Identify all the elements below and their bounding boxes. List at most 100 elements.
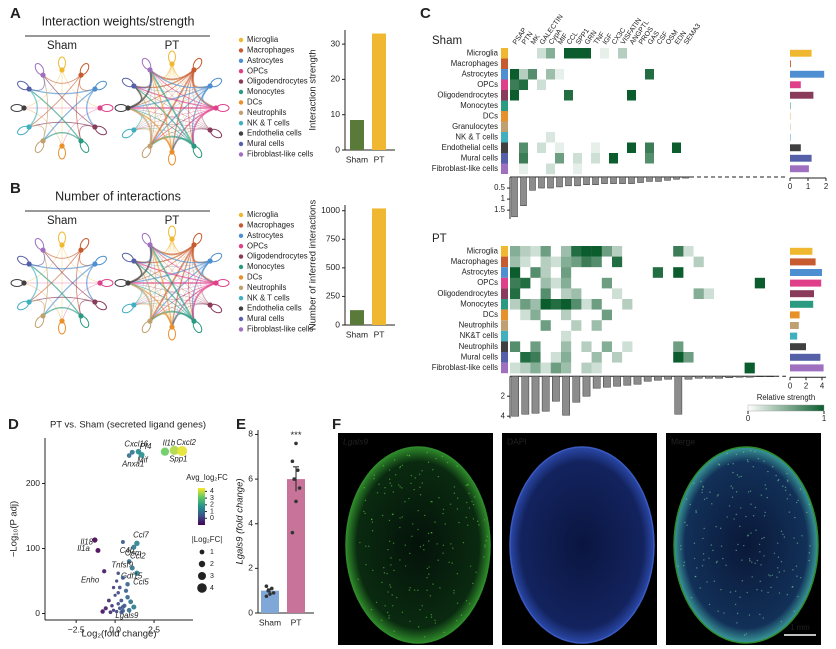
heatmap-cell bbox=[555, 121, 565, 133]
size-key-label: 3 bbox=[210, 573, 214, 580]
heatmap-cell bbox=[520, 288, 531, 300]
row-color bbox=[501, 288, 508, 299]
legend-label: Macrophages bbox=[247, 45, 294, 54]
heatmap-cell bbox=[672, 121, 682, 133]
heatmap-cell bbox=[645, 163, 655, 175]
heatmap-cell bbox=[571, 320, 582, 331]
self-loop bbox=[216, 104, 230, 112]
point-label: Gdf15 bbox=[121, 571, 143, 580]
heatmap-cell bbox=[528, 79, 538, 91]
heatmap-cell bbox=[601, 352, 613, 363]
heatmap-cell bbox=[683, 330, 694, 342]
signal-speck bbox=[373, 478, 375, 480]
heatmap-cell bbox=[546, 48, 556, 59]
row-color bbox=[501, 246, 508, 257]
signal-speck bbox=[422, 544, 425, 546]
heatmap-cell bbox=[591, 121, 601, 133]
y-tick-label: 0 bbox=[335, 319, 340, 329]
signal-speck bbox=[702, 485, 704, 487]
heatmap-cell bbox=[683, 352, 694, 363]
heatmap-cell bbox=[636, 121, 646, 133]
heatmap-cell bbox=[663, 79, 673, 91]
legend-label: Monocytes bbox=[247, 87, 285, 96]
heatmap-cell bbox=[652, 309, 664, 321]
signal-speck bbox=[735, 491, 738, 493]
signal-speck bbox=[792, 585, 794, 588]
signal-speck bbox=[389, 584, 391, 586]
heatmap-cell bbox=[703, 309, 715, 321]
heatmap-cell bbox=[663, 309, 674, 321]
network-edge bbox=[42, 307, 82, 317]
colorbar-tick-label: 0 bbox=[746, 414, 751, 423]
channel-label: Merge bbox=[671, 436, 695, 446]
size-legend-title: |Log₂FC| bbox=[192, 535, 222, 544]
signal-speck bbox=[736, 612, 739, 615]
heatmap-cell bbox=[550, 299, 562, 310]
signal-speck bbox=[421, 605, 423, 607]
signal-speck bbox=[381, 514, 384, 517]
heatmap-cell bbox=[600, 153, 610, 164]
heatmap-cell bbox=[654, 100, 664, 112]
signal-speck bbox=[365, 545, 367, 547]
heatmap-cell bbox=[645, 69, 655, 80]
row-total-bar bbox=[790, 332, 798, 340]
legend-swatch bbox=[238, 285, 244, 290]
signal-speck bbox=[746, 459, 749, 461]
heatmap-cell bbox=[546, 58, 556, 70]
column-total-bar bbox=[521, 375, 530, 415]
heatmap-cell bbox=[581, 320, 592, 331]
signal-speck bbox=[392, 542, 395, 544]
colorbar-label: Relative strength bbox=[757, 393, 816, 402]
column-total-bar bbox=[745, 375, 754, 378]
signal-speck bbox=[780, 530, 783, 533]
heatmap-cell bbox=[519, 48, 529, 59]
self-loop bbox=[168, 327, 176, 341]
heatmap-cell bbox=[591, 277, 602, 289]
signal-speck bbox=[722, 557, 724, 560]
signal-speck bbox=[703, 559, 705, 561]
signal-speck bbox=[486, 535, 489, 537]
signal-speck bbox=[388, 519, 391, 522]
heatmap-cell bbox=[601, 330, 613, 342]
heatmap-cell bbox=[622, 352, 633, 363]
y-tick-label: 250 bbox=[326, 291, 340, 301]
signal-speck bbox=[760, 494, 763, 496]
heatmap-cell bbox=[754, 288, 766, 300]
signal-speck bbox=[419, 494, 422, 496]
heatmap-cell bbox=[591, 132, 601, 143]
heatmap-cell bbox=[540, 320, 551, 331]
row-total-bar bbox=[790, 165, 809, 173]
signal-speck bbox=[748, 558, 751, 560]
signal-speck bbox=[752, 515, 755, 517]
point bbox=[123, 588, 129, 593]
signal-speck bbox=[739, 525, 741, 528]
column-total-bar bbox=[664, 176, 671, 181]
heatmap-cell bbox=[703, 352, 715, 363]
heatmap-cell bbox=[654, 132, 664, 143]
network-edge bbox=[127, 282, 142, 306]
heatmap-cell bbox=[601, 309, 613, 321]
data-point bbox=[292, 477, 297, 481]
signal-speck bbox=[689, 503, 691, 506]
heatmap-cell bbox=[627, 142, 637, 154]
signal-speck bbox=[401, 516, 403, 518]
signal-speck bbox=[389, 482, 391, 484]
point bbox=[119, 598, 124, 603]
column-total-bar bbox=[664, 375, 672, 380]
heatmap-cell bbox=[609, 90, 619, 101]
heatmap-cell bbox=[683, 256, 694, 268]
network-edge bbox=[42, 74, 82, 84]
row-label: Microglia bbox=[467, 246, 499, 255]
signal-speck bbox=[685, 498, 688, 500]
heatmap-cell bbox=[663, 288, 674, 300]
heatmap-cell bbox=[510, 153, 520, 164]
heatmap-cell bbox=[561, 330, 572, 342]
heatmap-cell bbox=[581, 246, 592, 257]
heatmap-cell bbox=[510, 352, 521, 363]
row-total-bar bbox=[790, 311, 800, 319]
heatmap-cell bbox=[550, 246, 562, 257]
signal-speck bbox=[383, 572, 386, 574]
network-edge bbox=[42, 263, 96, 317]
legend-swatch bbox=[238, 212, 244, 218]
signal-speck bbox=[417, 626, 420, 628]
